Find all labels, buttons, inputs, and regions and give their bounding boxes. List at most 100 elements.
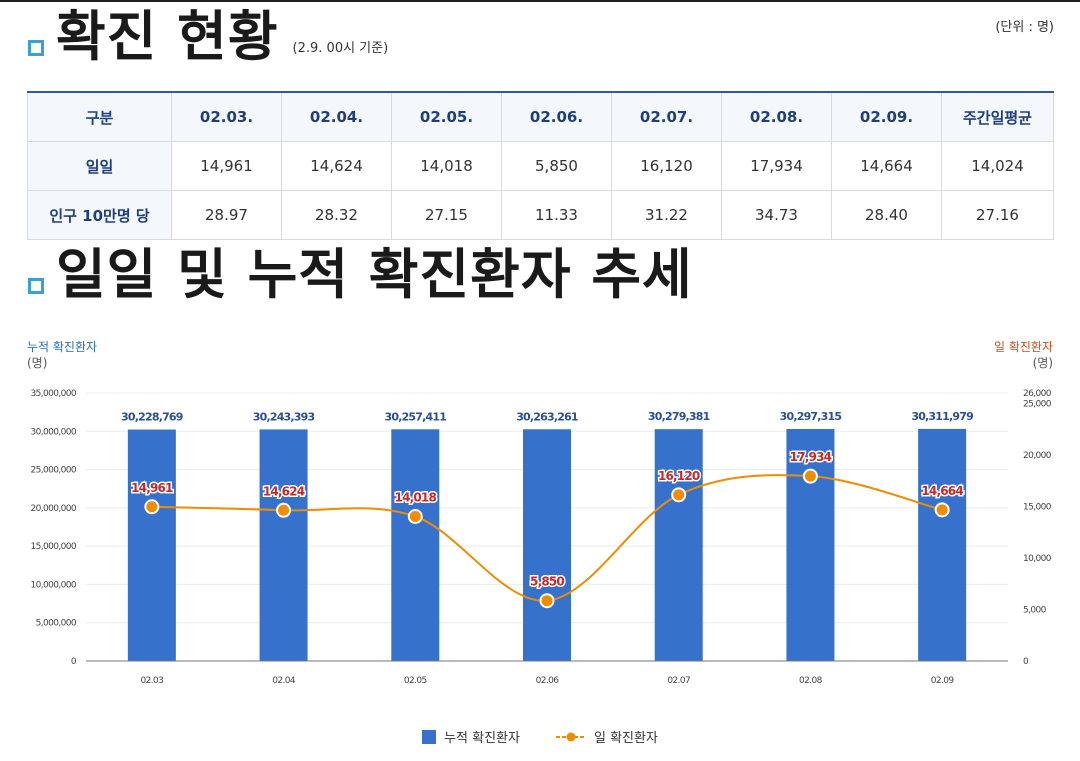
right-tick-label: 5,000	[1023, 605, 1047, 615]
bar	[523, 429, 571, 661]
line-point	[539, 593, 555, 609]
right-tick-label: 0	[1023, 657, 1029, 667]
bar-data-label: 30,263,261	[516, 410, 578, 423]
table-cell: 11.33	[501, 190, 612, 240]
legend-item-cumulative: 누적 확진환자	[422, 727, 520, 746]
line-point	[276, 502, 292, 518]
table-cell: 31.22	[611, 190, 722, 240]
line-data-label: 14,018	[395, 491, 437, 505]
x-tick-label: 02.08	[799, 676, 823, 686]
line-series	[144, 468, 950, 609]
table-cell: 27.16	[941, 190, 1054, 240]
column-header: 02.06.	[501, 91, 612, 142]
trend-chart: 0 5,000,000 10,000,000 15,000,000 20,000,000…	[30, 389, 1052, 686]
section-header-status: 확진 현황 (2.9. 00시 기준)	[28, 10, 388, 64]
right-axis-title-text: 일 확진환자	[993, 340, 1053, 354]
table-cell: 14,961	[171, 141, 282, 191]
table-cell: 14,624	[281, 141, 392, 191]
x-tick-label: 02.06	[536, 676, 560, 686]
x-tick-label: 02.07	[667, 676, 690, 686]
column-header: 02.05.	[391, 91, 502, 142]
table-cell: 28.97	[171, 190, 282, 240]
row-header: 인구 10만명 당	[27, 190, 172, 240]
left-tick-label: 15,000,000	[30, 542, 76, 552]
axes: 0 5,000,000 10,000,000 15,000,000 20,000,000…	[30, 389, 1052, 686]
column-header: 02.04.	[281, 91, 392, 142]
unit-label: (단위 : 명)	[995, 20, 1054, 35]
bar	[259, 429, 308, 661]
section-header-trend: 일일 및 누적 확진환자 추세	[28, 248, 693, 302]
square-bullet-icon	[28, 278, 44, 294]
left-tick-label: 5,000,000	[36, 619, 77, 629]
line-data-label: 5,850	[530, 575, 564, 589]
right-tick-label: 15,000	[1023, 502, 1052, 512]
table-cell: 28.32	[281, 190, 392, 240]
table-row: 일일 14,961 14,624 14,018 5,850 16,120 17,…	[27, 141, 1054, 191]
line-point	[802, 468, 818, 484]
left-tick-label: 25,000,000	[30, 466, 76, 476]
line-data-label: 17,934	[790, 450, 832, 464]
top-border	[0, 0, 1080, 2]
right-tick-label: 20,000	[1023, 451, 1052, 461]
line-data-label: 14,624	[263, 484, 305, 498]
left-tick-label: 30,000,000	[30, 427, 76, 437]
left-tick-label: 10,000,000	[30, 580, 76, 590]
table-header-row: 구분 02.03. 02.04. 02.05. 02.06. 02.07. 02…	[27, 91, 1054, 142]
legend-bar-swatch	[422, 729, 437, 744]
bar-data-label: 30,297,315	[780, 410, 842, 423]
column-header: 02.07.	[611, 91, 722, 142]
table-cell: 5,850	[501, 141, 612, 191]
table-row: 인구 10만명 당 28.97 28.32 27.15 11.33 31.22 …	[27, 190, 1054, 240]
line-data-label: 14,664	[921, 484, 963, 498]
column-header: 02.09.	[831, 91, 942, 142]
right-axis-title: 일 확진환자 (명)	[994, 339, 1053, 371]
bar-data-label: 30,257,411	[384, 410, 446, 423]
chart-legend: 누적 확진환자 일 확진환자	[0, 727, 1080, 746]
line-data-label: 16,120	[658, 469, 700, 483]
bar	[918, 428, 967, 661]
section-title: 일일 및 누적 확진환자 추세	[56, 243, 693, 306]
column-header: 02.08.	[721, 91, 832, 142]
row-header: 일일	[27, 141, 172, 191]
line-data-label: 14,961	[131, 481, 173, 495]
left-axis-unit: (명)	[27, 356, 48, 370]
right-tick-label: 26,000	[1023, 389, 1052, 399]
left-axis-title: 누적 확진환자 (명)	[27, 339, 97, 371]
bar-data-label: 30,311,979	[911, 410, 973, 423]
right-tick-label: 10,000	[1023, 554, 1052, 564]
table-cell: 14,018	[391, 141, 502, 191]
page-title: 확진 현황	[56, 5, 279, 68]
left-tick-label: 35,000,000	[30, 389, 76, 399]
table-cell: 27.15	[391, 190, 502, 240]
bar-series	[127, 428, 967, 661]
table-cell: 34.73	[721, 190, 832, 240]
x-tick-label: 02.03	[140, 676, 163, 686]
right-axis-unit: (명)	[1032, 356, 1053, 370]
bar	[391, 429, 440, 661]
data-labels: 30,228,769 30,243,393 30,257,411 30,263,261…	[121, 410, 974, 590]
table-cell: 14,664	[831, 141, 942, 191]
table-cell: 17,934	[721, 141, 832, 191]
legend-label: 일 확진환자	[593, 731, 658, 746]
left-axis-title-text: 누적 확진환자	[27, 340, 98, 354]
basis-date: (2.9. 00시 기준)	[292, 41, 389, 56]
bar	[127, 429, 176, 661]
table-cell: 14,024	[941, 141, 1054, 191]
bar-data-label: 30,279,381	[648, 410, 710, 423]
table-cell: 28.40	[831, 190, 942, 240]
right-tick-label: 25,000	[1023, 399, 1052, 409]
bar-data-label: 30,243,393	[253, 410, 315, 423]
x-tick-label: 02.09	[931, 676, 955, 686]
legend-label: 누적 확진환자	[444, 731, 520, 746]
bar	[786, 429, 835, 661]
x-tick-label: 02.05	[404, 676, 427, 686]
column-header: 02.03.	[171, 91, 282, 142]
stats-table: 구분 02.03. 02.04. 02.05. 02.06. 02.07. 02…	[27, 91, 1054, 240]
legend-item-daily: 일 확진환자	[555, 727, 658, 746]
line-point	[934, 502, 950, 518]
table-cell: 16,120	[611, 141, 722, 191]
square-bullet-icon	[28, 40, 44, 56]
left-tick-label: 0	[71, 657, 77, 667]
bar	[654, 429, 703, 661]
line-point	[671, 487, 687, 503]
